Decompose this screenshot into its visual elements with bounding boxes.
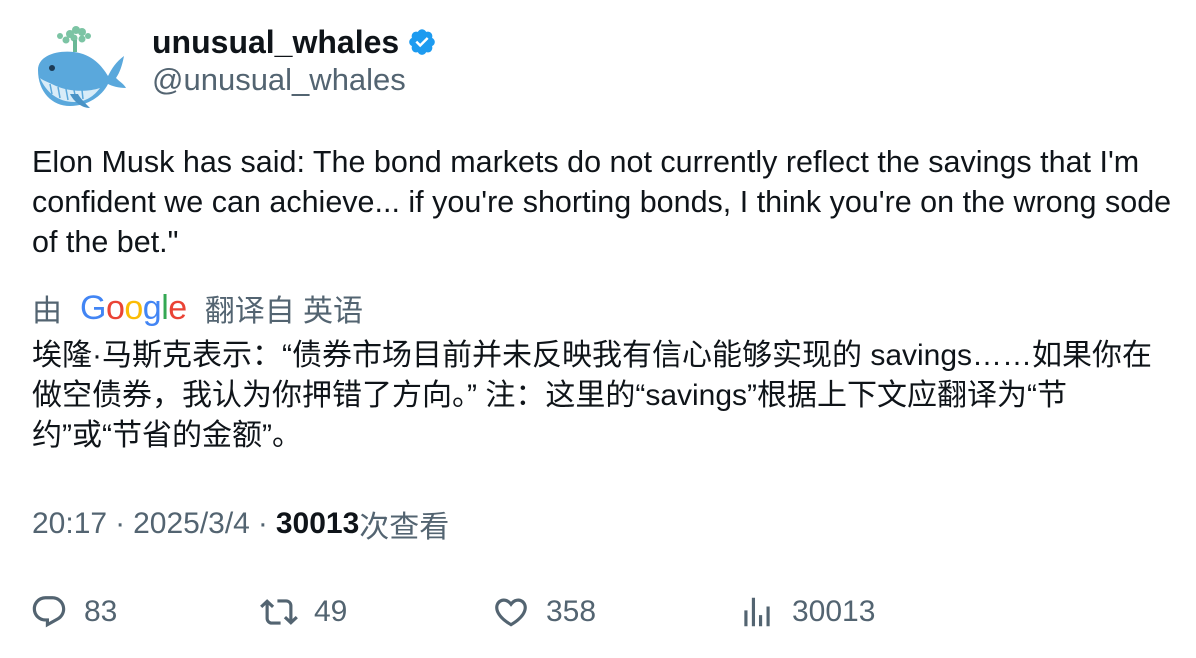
retweet-button[interactable]: 49 [260,590,347,634]
verified-badge-icon[interactable] [407,27,437,57]
action-bar: 83 49 358 30013 [30,590,1170,634]
translation-prefix: 由 [32,295,62,328]
tweet-text: Elon Musk has said: The bond markets do … [32,145,1172,259]
avatar[interactable] [30,22,130,114]
tweet-time[interactable]: 20:17 [32,507,108,540]
tweet-date[interactable]: 2025/3/4 [133,507,250,540]
views-action-count: 30013 [792,595,876,628]
author-handle[interactable]: @unusual_whales [152,62,406,97]
tweet-meta: 20:17 · 2025/3/4 · 30013 次查看 [32,504,449,544]
translation-attribution: 由 Google 翻译自 英语 [32,288,364,329]
like-count: 358 [546,595,597,628]
whale-logo-icon [38,26,126,108]
retweet-arrows-icon [260,599,298,625]
bar-chart-icon [744,597,770,627]
views-label: 次查看 [359,511,450,544]
reply-count: 83 [84,595,118,628]
retweet-count: 49 [314,595,348,628]
translated-text: 埃隆·马斯克表示：“债券市场目前并未反映我有信心能够实现的 savings……如… [32,339,1153,452]
author-name-row: unusual_whales [152,22,437,62]
translation-suffix: 翻译自 英语 [204,295,364,328]
like-button[interactable]: 358 [492,590,596,634]
google-logo-icon: Google [80,288,187,327]
reply-button[interactable]: 83 [30,590,117,634]
meta-separator: · [257,507,268,540]
views-button[interactable]: 30013 [738,590,875,634]
views-count: 30013 [275,507,360,540]
meta-separator: · [115,507,126,540]
author-display-name[interactable]: unusual_whales [152,23,400,60]
reply-bubble-icon [32,596,66,628]
heart-icon [495,598,527,627]
